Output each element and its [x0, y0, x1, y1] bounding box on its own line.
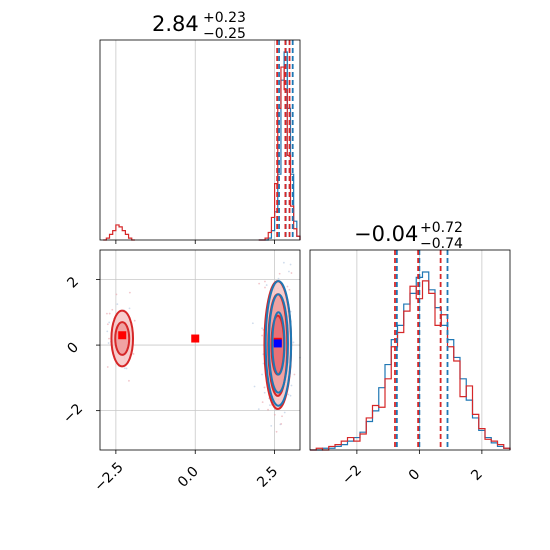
bl-sample-0-14: [251, 322, 254, 325]
bl-contour-1-level-0: [271, 311, 286, 376]
top-title-plus: +0.23: [203, 10, 246, 26]
bl-sample-0-142: [282, 261, 285, 264]
bl-sample-0-60: [289, 394, 292, 397]
bl-sample-0-134: [288, 270, 290, 273]
panel-titles: 2.84 +0.23 −0.25 −0.04 +0.72 −0.74: [152, 10, 463, 252]
bl-sample-1-47: [128, 379, 130, 382]
bl-sample-1-48: [123, 367, 126, 370]
bl-sample-0-66: [269, 404, 271, 407]
bl-sample-0-126: [253, 385, 256, 388]
bl-xtick-label-0: −2.5: [91, 459, 126, 494]
bl-sample-1-41: [128, 291, 131, 294]
bl-ytick-label-0: −2: [60, 401, 86, 427]
bl-frame: [99, 249, 301, 451]
bl-marker-1: [191, 334, 200, 343]
right-title-minus: −0.74: [420, 236, 463, 252]
top-frame: [99, 39, 301, 241]
bl-sample-0-42: [277, 277, 280, 280]
bl-sample-0-41: [264, 286, 266, 289]
bl-sample-0-16: [263, 391, 266, 394]
bl-sample-0-6: [283, 411, 286, 414]
bl-sample-0-46: [257, 408, 260, 411]
bl-sample-0-133: [258, 282, 261, 285]
bl-sample-0-102: [289, 263, 292, 266]
bl-sample-1-14: [128, 307, 131, 310]
bl-sample-0-68: [261, 373, 263, 376]
bl-sample-1-0: [116, 303, 119, 306]
top-hist-series_b-step-0: [103, 224, 135, 241]
bl-xtick-label-2: 2.5: [254, 464, 281, 491]
bl-contour-1-level-2: [264, 280, 293, 407]
bl-sample-1-5: [106, 312, 108, 315]
bl-sample-0-15: [267, 408, 269, 411]
bl-sample-0-71: [286, 285, 289, 288]
top-hist-series_b-step-1: [258, 66, 301, 241]
bl-xtick-label-1: 0.0: [175, 464, 202, 491]
bl-sample-0-57: [273, 413, 276, 416]
bl-sample-1-32: [106, 330, 109, 333]
bl-sample-0-122: [270, 424, 273, 427]
bl-marker-3: [273, 339, 282, 348]
bl-sample-1-15: [108, 312, 111, 315]
bl-ytick-label-2: 2: [64, 274, 82, 292]
bl-sample-1-11: [108, 337, 110, 340]
bl-sample-0-22: [292, 341, 295, 344]
bl-sample-0-100: [290, 384, 293, 387]
bl-sample-0-157: [281, 415, 283, 418]
br-xtick-label-0: −2: [339, 462, 365, 488]
bl-sample-0-36: [265, 284, 268, 286]
bl-sample-1-26: [108, 321, 111, 324]
bl-sample-1-29: [133, 319, 136, 322]
bl-sample-0-9: [290, 272, 293, 274]
bl-sample-0-21: [288, 288, 291, 291]
right-title-plus: +0.72: [420, 220, 463, 236]
br-hist-series_b: [310, 280, 511, 451]
bl-marker-0: [118, 331, 127, 340]
bl-sample-0-70: [261, 327, 264, 330]
bl-sample-0-141: [275, 430, 278, 433]
bl-sample-0-33: [264, 280, 266, 283]
bl-sample-0-152: [262, 362, 265, 365]
right-title-value: −0.04: [354, 222, 418, 246]
bl-sample-1-33: [115, 293, 118, 296]
panel-top-left-histogram: [99, 39, 301, 244]
bl-sample-1-35: [111, 308, 114, 311]
bl-sample-1-31: [132, 353, 135, 355]
bl-sample-0-77: [280, 423, 283, 425]
br-xtick-label-1: 0: [406, 466, 424, 484]
bl-sample-0-99: [293, 373, 296, 376]
panel-bottom-left-contour: −2.5 0.0 2.5 −2 0 2: [60, 249, 301, 495]
bl-sample-0-67: [263, 386, 266, 389]
panel-bottom-right-histogram: −2 0 2: [309, 249, 511, 488]
bl-sample-1-42: [125, 367, 128, 370]
bl-sample-1-10: [107, 342, 110, 344]
top-title-value: 2.84: [152, 12, 199, 36]
bl-sample-1-49: [106, 366, 109, 368]
bl-ytick-label-1: 0: [64, 339, 82, 357]
br-xtick-label-2: 2: [468, 466, 486, 484]
bl-sample-1-43: [106, 323, 109, 326]
bl-sample-0-105: [261, 401, 264, 404]
br-frame: [309, 249, 511, 451]
bl-sample-0-31: [278, 272, 281, 275]
bl-sample-0-113: [261, 334, 264, 337]
top-title-minus: −0.25: [203, 26, 246, 42]
bl-contour-1-level-1: [267, 293, 289, 394]
bl-sample-0-144: [287, 393, 290, 396]
